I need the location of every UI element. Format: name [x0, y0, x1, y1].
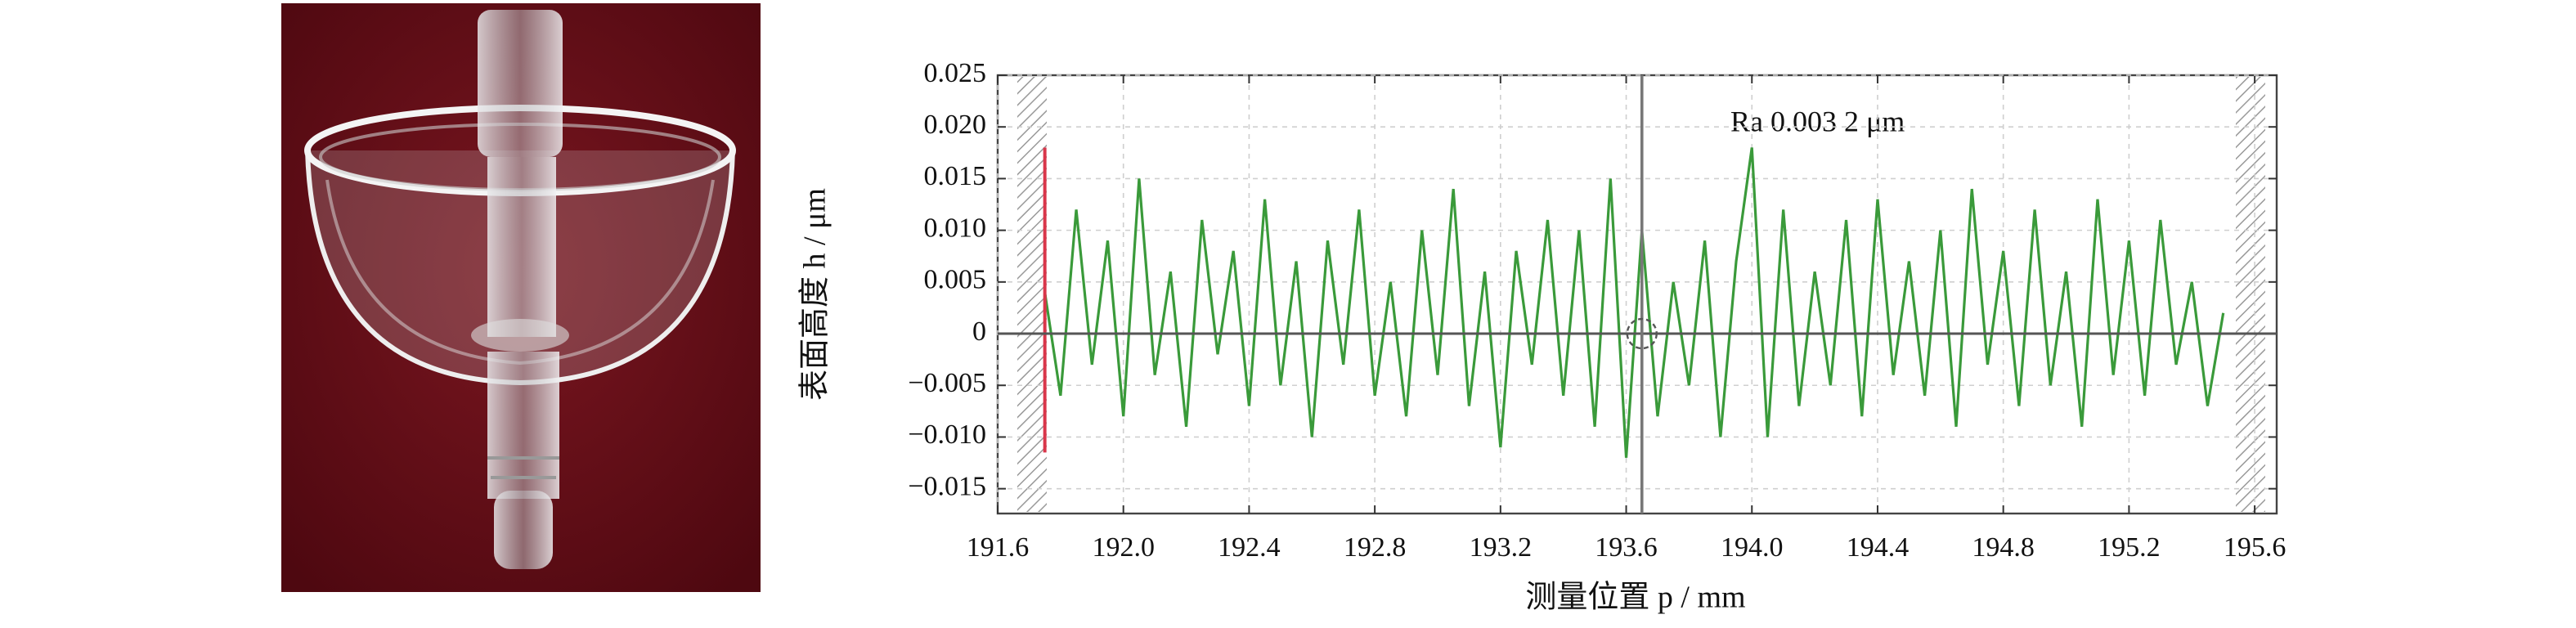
y-tick-label: 0.005	[924, 265, 987, 295]
annotation: Ra 0.003 2 μm	[1730, 105, 1905, 137]
x-axis-label: 测量位置 p / mm	[1525, 581, 1745, 615]
y-tick-label: 0.015	[924, 161, 987, 191]
y-tick-label: 0.010	[924, 213, 987, 243]
x-tick-label: 194.8	[1972, 532, 2035, 563]
y-axis-label: 表面高度 h / μm	[798, 188, 832, 401]
x-tick-label: 192.0	[1092, 532, 1155, 563]
x-tick-label: 193.2	[1470, 532, 1533, 563]
x-tick-label: 194.4	[1847, 532, 1910, 563]
x-tick-label: 194.0	[1721, 532, 1784, 563]
x-tick-label: 191.6	[967, 532, 1030, 563]
x-tick-label: 192.8	[1344, 532, 1407, 563]
y-tick-label: 0.020	[924, 110, 987, 140]
y-tick-label: −0.005	[908, 368, 986, 398]
y-tick-label: −0.010	[908, 419, 986, 450]
y-tick-label: 0	[972, 316, 986, 347]
hatched-region	[2236, 77, 2265, 512]
x-tick-label: 195.2	[2098, 532, 2161, 563]
x-tick-label: 193.6	[1595, 532, 1658, 563]
photo	[281, 3, 761, 592]
cursor-circle	[1626, 317, 1658, 350]
profile-line	[1043, 147, 2225, 458]
hatched-region	[1017, 77, 1047, 512]
x-tick-label: 192.4	[1218, 532, 1281, 563]
y-tick-label: −0.015	[908, 471, 986, 501]
y-tick-label: 0.025	[924, 58, 987, 88]
x-tick-label: 195.6	[2224, 532, 2287, 563]
